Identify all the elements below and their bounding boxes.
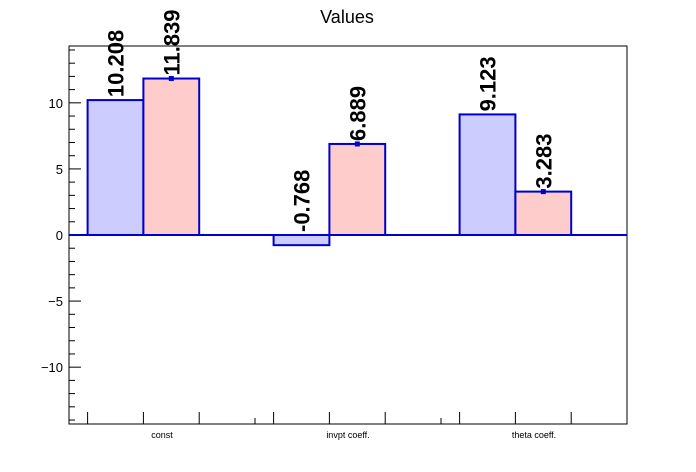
bar-marker	[168, 76, 174, 82]
x-category-label: const	[151, 430, 173, 440]
bars	[69, 76, 627, 247]
x-category-label: invpt coeff.	[326, 430, 369, 440]
value-label: 9.123	[476, 56, 501, 111]
value-label: -0.768	[290, 170, 315, 232]
bar	[86, 99, 145, 236]
y-tick-label: 5	[56, 162, 63, 177]
bar	[142, 77, 201, 236]
chart-title: Values	[320, 7, 374, 27]
value-label: 6.889	[345, 86, 370, 141]
y-tick-label: 0	[56, 228, 63, 243]
y-tick-label: 10	[49, 96, 63, 111]
x-category-label: theta coeff.	[512, 430, 556, 440]
bar-marker	[354, 141, 360, 147]
value-label: 11.839	[159, 9, 184, 75]
value-label: 3.283	[531, 134, 556, 189]
bar	[514, 190, 573, 236]
y-tick-label: −10	[41, 360, 63, 375]
value-labels: 10.208 -0.768 9.123 11.839 6.889 3.283	[104, 9, 557, 232]
x-axis: const invpt coeff. theta coeff.	[87, 412, 572, 440]
y-tick-label: −5	[48, 294, 63, 309]
bar-marker	[540, 189, 546, 195]
bar	[328, 142, 387, 237]
y-axis: −10 −5 0 5 10	[41, 49, 81, 421]
bar	[458, 113, 517, 236]
value-label: 10.208	[104, 30, 129, 97]
bar	[272, 234, 331, 247]
